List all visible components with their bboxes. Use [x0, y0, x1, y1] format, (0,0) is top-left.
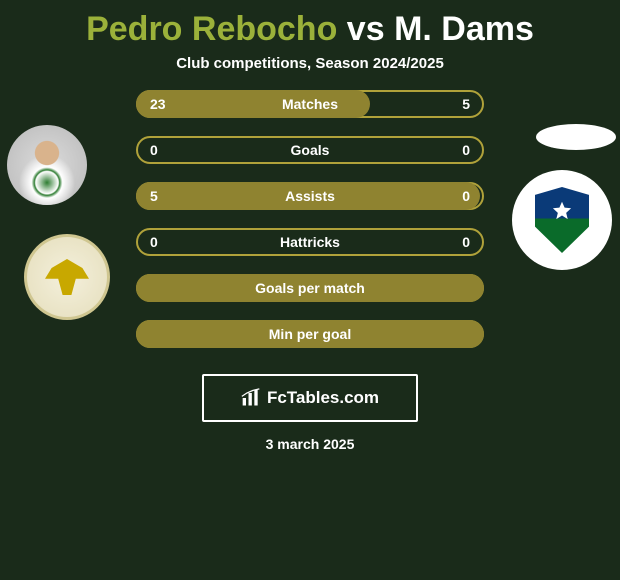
stat-row-assists: 5 Assists 0: [136, 182, 484, 210]
stat-row-min-per-goal: Min per goal: [136, 320, 484, 348]
player2-avatar: [536, 124, 616, 150]
stat-row-goals-per-match: Goals per match: [136, 274, 484, 302]
stat-label: Goals per match: [138, 280, 482, 296]
player2-club-badge: [512, 170, 612, 270]
title-player2: M. Dams: [394, 10, 534, 48]
player1-avatar: [7, 125, 87, 205]
subtitle: Club competitions, Season 2024/2025: [0, 55, 620, 90]
snapshot-date: 3 march 2025: [0, 436, 620, 452]
title-vs: vs: [337, 10, 394, 48]
stat-label: Assists: [138, 188, 482, 204]
stat-row-goals: 0 Goals 0: [136, 136, 484, 164]
stat-right-value: 5: [462, 96, 470, 112]
stat-right-value: 0: [462, 188, 470, 204]
stats-container: 23 Matches 5 0 Goals 0 5 Assists 0 0 Hat…: [136, 90, 484, 348]
comparison-title: Pedro Rebocho vs M. Dams: [0, 0, 620, 55]
stat-row-hattricks: 0 Hattricks 0: [136, 228, 484, 256]
stat-row-matches: 23 Matches 5: [136, 90, 484, 118]
stat-label: Hattricks: [138, 234, 482, 250]
stat-label: Matches: [138, 96, 482, 112]
player1-club-badge: [24, 234, 110, 320]
stat-label: Min per goal: [138, 326, 482, 342]
stat-right-value: 0: [462, 142, 470, 158]
club2-shield-icon: [532, 187, 592, 253]
source-brand-box: FcTables.com: [202, 374, 418, 422]
club2-emblem-icon: [549, 200, 575, 226]
chart-bars-icon: [241, 388, 261, 408]
brand-text: FcTables.com: [267, 388, 379, 408]
stat-right-value: 0: [462, 234, 470, 250]
stat-label: Goals: [138, 142, 482, 158]
title-player1: Pedro Rebocho: [86, 10, 337, 48]
club1-emblem-icon: [45, 259, 89, 295]
